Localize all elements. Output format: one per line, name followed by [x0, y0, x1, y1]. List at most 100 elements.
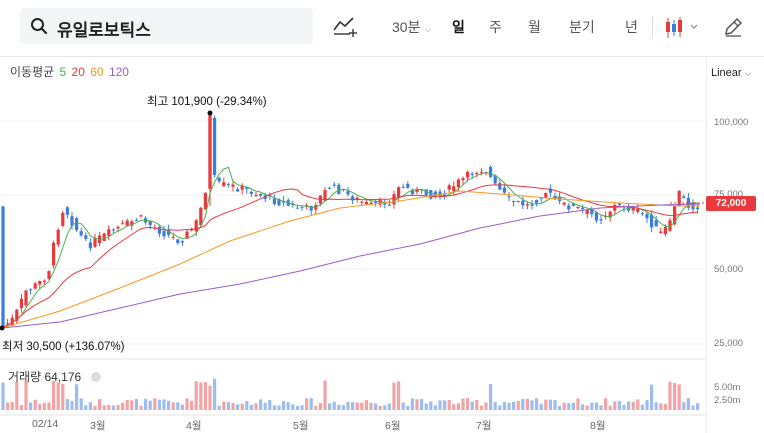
volume-bar	[613, 401, 617, 410]
candle-body	[383, 202, 387, 205]
volume-bar	[498, 405, 502, 410]
volume-bar	[171, 402, 175, 410]
candle-body	[489, 166, 493, 178]
candle-body	[240, 186, 244, 190]
candle-body	[613, 204, 617, 211]
volume-bar	[42, 402, 46, 410]
candle-body	[686, 197, 690, 208]
volume-bar	[429, 401, 433, 410]
volume-bar	[640, 404, 644, 410]
volume-bar	[314, 405, 318, 410]
date-tick: 3월	[90, 420, 106, 432]
interval-year[interactable]: 년	[625, 19, 638, 35]
volume-bar	[489, 384, 493, 410]
volume-bar	[79, 398, 83, 410]
volume-bar	[696, 403, 700, 410]
volume-bar	[240, 403, 244, 410]
interval-month[interactable]: 월	[528, 19, 541, 35]
interval-quarter[interactable]: 분기	[569, 19, 595, 35]
volume-bar	[33, 399, 37, 410]
candle-body	[438, 191, 442, 196]
candle-body	[355, 197, 359, 200]
candle-body	[581, 207, 585, 210]
volume-bar	[553, 400, 557, 410]
volume-bar	[475, 399, 479, 410]
candle-body	[364, 201, 368, 205]
volume-bar	[507, 402, 511, 410]
price-chart-canvas[interactable]	[0, 56, 706, 433]
candle-body	[65, 207, 69, 215]
candle-body	[29, 289, 33, 291]
volume-bar	[15, 382, 19, 410]
candle-body	[203, 192, 207, 210]
candle-body	[1, 206, 5, 328]
scale-toggle[interactable]: Linear ⌵	[711, 67, 752, 79]
volume-bar	[452, 404, 456, 410]
candle-body	[663, 226, 667, 235]
volume-bar	[226, 402, 230, 410]
indicator-add-icon[interactable]	[332, 14, 358, 43]
volume-bar	[470, 401, 474, 410]
volume-bar	[562, 402, 566, 410]
volume-bar	[479, 405, 483, 410]
volume-bar	[654, 402, 658, 410]
volume-bar	[424, 403, 428, 410]
ma-5: 5	[59, 65, 67, 79]
candle-body	[530, 204, 534, 206]
volume-legend[interactable]: 거래량 64,176	[8, 368, 101, 385]
chart-toolbar: 유일로보틱스 30분 ⌵ 일 주 월 분기 년	[0, 0, 764, 57]
volume-bar	[1, 382, 5, 410]
candle-body	[337, 184, 341, 194]
candle-body	[47, 271, 51, 279]
volume-bar	[374, 403, 378, 410]
candle-body	[107, 229, 111, 236]
volume-bar	[530, 400, 534, 410]
ma60-line	[1, 190, 700, 329]
stock-search-box[interactable]: 유일로보틱스	[20, 8, 313, 44]
price-tick: 100,000	[714, 117, 749, 128]
candle-body	[323, 190, 327, 201]
stock-name[interactable]: 유일로보틱스	[57, 21, 151, 40]
volume-bar	[309, 398, 313, 410]
price-tick: 50,000	[714, 264, 744, 275]
volume-bar	[61, 384, 65, 410]
candle-body	[452, 186, 456, 192]
volume-bar	[130, 400, 134, 410]
interval-week[interactable]: 주	[489, 19, 502, 35]
volume-bar	[148, 400, 152, 410]
interval-day[interactable]: 일	[452, 19, 465, 35]
volume-bar	[139, 405, 143, 410]
toolbar-divider	[652, 16, 653, 38]
volume-bar	[245, 401, 249, 410]
volume-bar	[29, 402, 33, 410]
moving-average-legend[interactable]: 이동평균 5 20 60 120	[8, 63, 129, 80]
ma-60: 60	[90, 65, 104, 79]
volume-bar	[484, 402, 488, 410]
candle-body	[236, 189, 240, 192]
candle-body	[470, 173, 474, 175]
volume-bar	[222, 401, 226, 410]
volume-bar	[502, 401, 506, 410]
candle-body	[696, 207, 700, 210]
candle-body	[167, 229, 171, 235]
low-marker	[0, 325, 5, 331]
volume-bar	[447, 399, 451, 410]
interval-30min[interactable]: 30분 ⌵	[392, 19, 432, 35]
candle-body	[415, 189, 419, 193]
volume-bar	[576, 398, 580, 410]
volume-bar	[383, 405, 387, 410]
volume-bar	[272, 405, 276, 410]
volume-bar	[153, 398, 157, 410]
volume-bar	[268, 399, 272, 410]
volume-settings-icon[interactable]	[90, 372, 101, 382]
volume-bar	[461, 398, 465, 410]
volume-bar	[75, 384, 79, 410]
candle-body	[507, 196, 511, 198]
search-icon[interactable]	[30, 17, 48, 40]
candle-body	[56, 229, 60, 245]
candle-type-icon[interactable]	[664, 16, 700, 45]
volume-bar	[493, 402, 497, 410]
candle-body	[305, 205, 309, 207]
candle-body	[608, 211, 612, 218]
pencil-draw-icon[interactable]	[722, 16, 744, 43]
